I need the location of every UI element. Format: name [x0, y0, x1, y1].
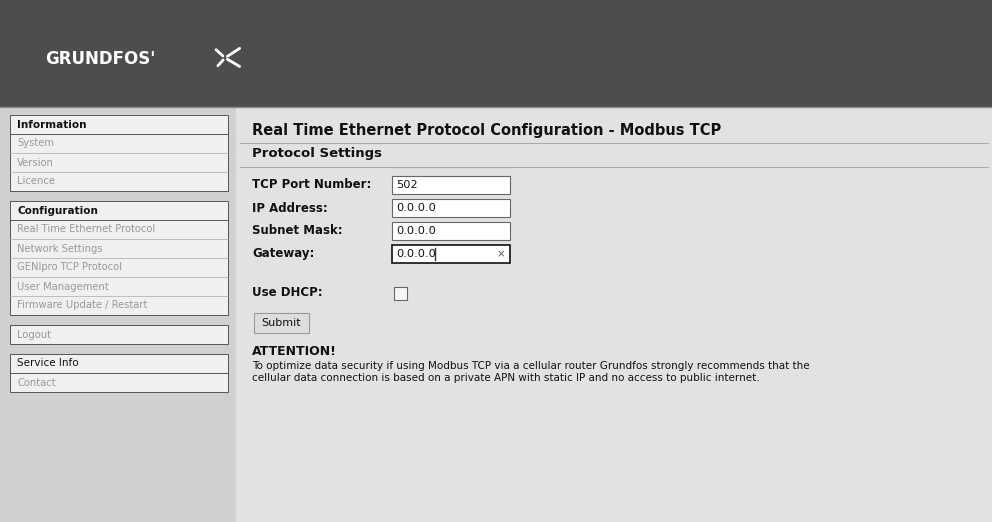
- Text: GRUNDFOS': GRUNDFOS': [45, 50, 156, 68]
- Text: Contact: Contact: [17, 377, 56, 387]
- Text: Submit: Submit: [262, 318, 302, 328]
- Text: Protocol Settings: Protocol Settings: [252, 147, 382, 160]
- Bar: [236, 107, 992, 522]
- Text: GENIpro TCP Protocol: GENIpro TCP Protocol: [17, 263, 122, 272]
- Bar: [0, 107, 236, 522]
- Text: 0.0.0.0: 0.0.0.0: [396, 203, 435, 213]
- Text: ×: ×: [497, 249, 505, 259]
- Text: IP Address:: IP Address:: [252, 201, 327, 215]
- Text: 0.0.0.0: 0.0.0.0: [396, 249, 435, 259]
- Text: TCP Port Number:: TCP Port Number:: [252, 179, 371, 192]
- Text: Subnet Mask:: Subnet Mask:: [252, 224, 342, 238]
- Text: User Management: User Management: [17, 281, 109, 291]
- Text: Service Info: Service Info: [17, 359, 78, 369]
- Text: Configuration: Configuration: [17, 206, 98, 216]
- Bar: [10, 201, 228, 315]
- Text: 502: 502: [396, 180, 418, 190]
- Text: Use DHCP:: Use DHCP:: [252, 287, 322, 300]
- Text: Information: Information: [17, 120, 86, 129]
- Bar: [392, 199, 510, 217]
- Text: Network Settings: Network Settings: [17, 243, 102, 254]
- Bar: [394, 287, 407, 300]
- Text: Version: Version: [17, 158, 54, 168]
- Text: Real Time Ethernet Protocol Configuration - Modbus TCP: Real Time Ethernet Protocol Configuratio…: [252, 123, 721, 138]
- Text: Real Time Ethernet Protocol: Real Time Ethernet Protocol: [17, 224, 156, 234]
- Bar: [0, 0, 992, 107]
- Bar: [254, 313, 309, 333]
- Text: To optimize data security if using Modbus TCP via a cellular router Grundfos str: To optimize data security if using Modbu…: [252, 361, 809, 371]
- Text: ATTENTION!: ATTENTION!: [252, 345, 337, 358]
- Bar: [392, 245, 510, 263]
- Text: Licence: Licence: [17, 176, 55, 186]
- Text: cellular data connection is based on a private APN with static IP and no access : cellular data connection is based on a p…: [252, 373, 760, 383]
- Bar: [10, 115, 228, 191]
- Bar: [10, 354, 228, 392]
- Text: System: System: [17, 138, 54, 148]
- Bar: [392, 222, 510, 240]
- Text: 0.0.0.0: 0.0.0.0: [396, 226, 435, 236]
- Text: Logout: Logout: [17, 329, 51, 339]
- Text: Firmware Update / Restart: Firmware Update / Restart: [17, 301, 148, 311]
- Bar: [10, 325, 228, 344]
- Text: Gateway:: Gateway:: [252, 247, 314, 260]
- Bar: [392, 176, 510, 194]
